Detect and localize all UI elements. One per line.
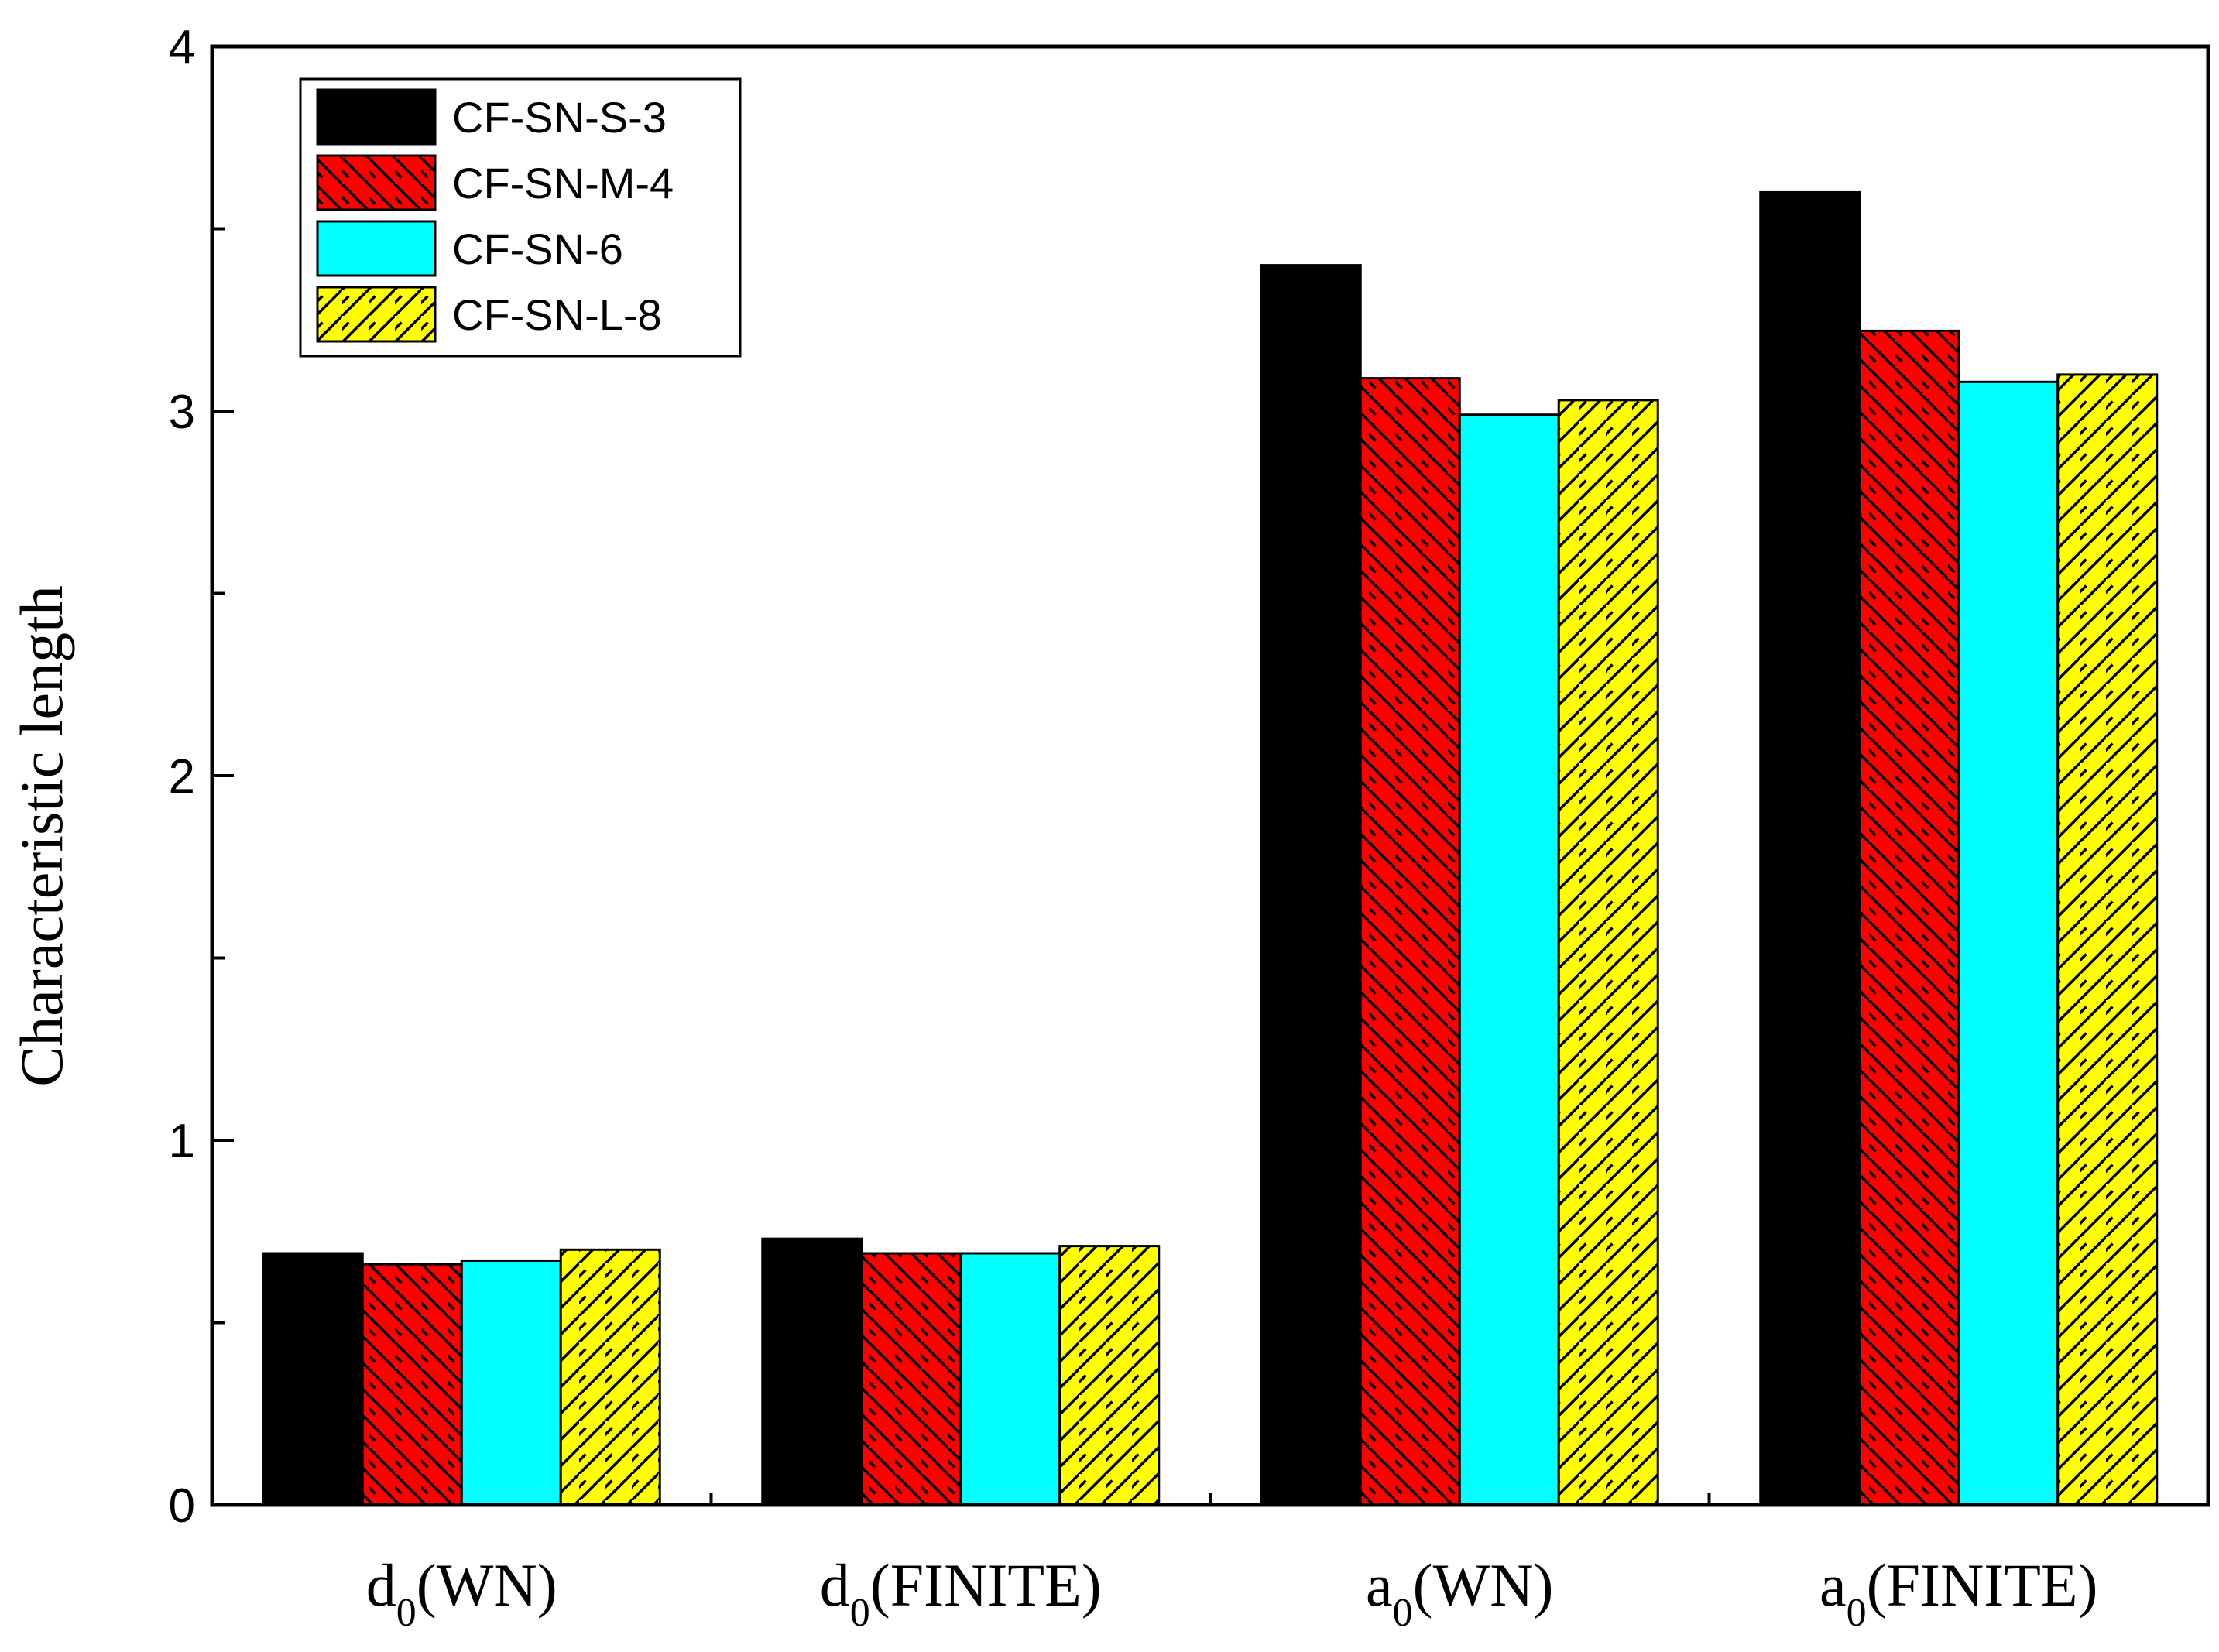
bar-cf-sn-6-cat3 [1458, 413, 1560, 1506]
bar-cf-sn-m-4-cat2 [860, 1252, 962, 1506]
y-tick-label: 4 [169, 21, 195, 74]
bar-cf-sn-s-3-cat1 [262, 1252, 364, 1506]
y-tick-label: 0 [169, 1479, 195, 1533]
bar-cf-sn-m-4-cat4 [1858, 329, 1960, 1506]
y-tick-label: 1 [169, 1115, 195, 1168]
legend: CF-SN-S-3 CF-SN-M-4 CF-SN-6 CF-SN-L-8 [299, 77, 742, 358]
axis-layer: 0 1 2 3 4 d0(WN) d0(FINITE) a0(WN) a0(FINITE) [169, 21, 2098, 1635]
legend-swatch-cf-sn-6 [316, 220, 437, 277]
legend-label-cf-sn-s-3: CF-SN-S-3 [452, 93, 667, 142]
bar-cf-sn-6-cat1 [460, 1259, 562, 1506]
bar-cf-sn-s-3-cat3 [1260, 264, 1362, 1506]
bar-cf-sn-l-8-cat2 [1058, 1245, 1161, 1506]
bar-cf-sn-m-4-cat1 [361, 1263, 463, 1506]
bar-cf-sn-l-8-cat1 [559, 1248, 661, 1506]
bar-cf-sn-l-8-cat4 [2056, 373, 2159, 1506]
bar-cf-sn-s-3-cat2 [761, 1237, 863, 1506]
x-category-label: d0(FINITE) [820, 1551, 1102, 1635]
legend-swatch-cf-sn-l-8 [316, 286, 437, 343]
legend-label-cf-sn-m-4: CF-SN-M-4 [452, 159, 674, 207]
y-axis-label: Characteristic length [8, 585, 75, 1087]
bar-cf-sn-s-3-cat4 [1759, 190, 1861, 1506]
legend-label-cf-sn-6: CF-SN-6 [452, 224, 623, 273]
x-category-label: d0(WN) [366, 1551, 557, 1635]
bar-cf-sn-l-8-cat3 [1557, 399, 1659, 1506]
bar-cf-sn-6-cat2 [959, 1252, 1061, 1506]
y-tick-label: 3 [169, 386, 195, 439]
y-tick-label: 2 [169, 750, 195, 804]
bar-cf-sn-6-cat4 [1957, 380, 2060, 1506]
legend-swatch-cf-sn-m-4 [316, 154, 437, 211]
x-category-label: a0(WN) [1366, 1551, 1554, 1635]
x-category-label: a0(FINITE) [1819, 1551, 2098, 1635]
legend-swatch-cf-sn-s-3 [316, 88, 437, 146]
bar-cf-sn-m-4-cat3 [1359, 377, 1461, 1506]
bars-layer [262, 190, 2159, 1506]
legend-label-cf-sn-l-8: CF-SN-L-8 [452, 290, 662, 339]
